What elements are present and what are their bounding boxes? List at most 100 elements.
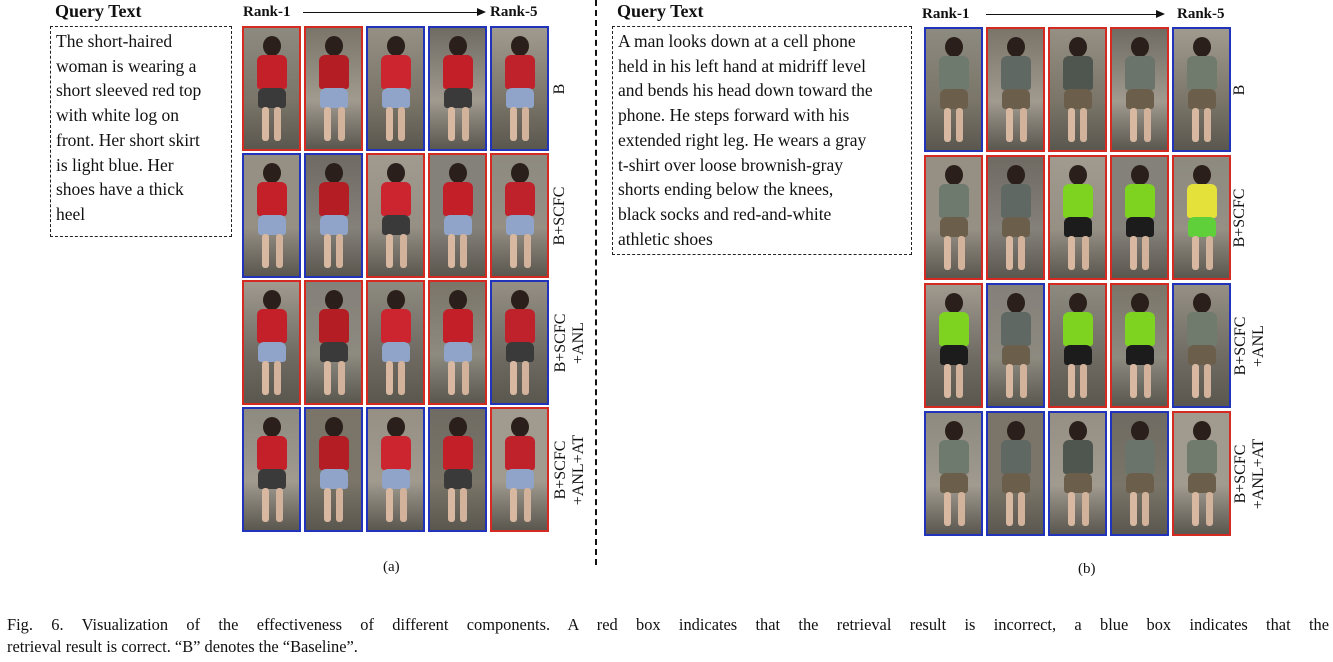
person-torso: [1187, 56, 1217, 90]
result-image-correct: [366, 407, 425, 532]
row-label: B+SCFC: [1231, 173, 1249, 263]
row-label-line: B: [551, 83, 568, 94]
query-line: front. Her short skirt: [56, 129, 200, 150]
row-label-line: B+SCFC: [552, 313, 569, 372]
subfigure-label-a: (a): [383, 559, 400, 575]
row-label: B+SCFC: [551, 171, 569, 261]
person-head: [387, 36, 405, 56]
person-leg: [336, 488, 343, 522]
person-leg: [1144, 364, 1151, 398]
person-torso: [257, 309, 287, 343]
person-lower-garment: [320, 88, 348, 108]
row-label-line: +ANL: [570, 321, 587, 364]
person-head: [449, 417, 467, 437]
row-label: B+SCFC +ANL: [1232, 301, 1268, 391]
person-head: [449, 290, 467, 310]
person-lower-garment: [258, 469, 286, 489]
person-lower-garment: [320, 215, 348, 235]
person-head: [945, 293, 963, 313]
person-lower-garment: [444, 215, 472, 235]
person-leg: [944, 364, 951, 398]
person-leg: [1192, 492, 1199, 526]
person-lower-garment: [258, 342, 286, 362]
person-lower-garment: [382, 469, 410, 489]
person-lower-garment: [506, 215, 534, 235]
result-image-correct: [242, 153, 301, 278]
person-head: [1069, 37, 1087, 57]
person-torso: [443, 309, 473, 343]
person-torso: [443, 436, 473, 470]
person-leg: [524, 488, 531, 522]
person-lower-garment: [444, 469, 472, 489]
person-head: [511, 36, 529, 56]
person-torso: [505, 436, 535, 470]
result-image-correct: [490, 280, 549, 405]
person-lower-garment: [444, 88, 472, 108]
person-leg: [1018, 236, 1025, 270]
person-leg: [460, 234, 467, 268]
person-torso: [381, 55, 411, 89]
result-image-wrong: [428, 153, 487, 278]
person-lower-garment: [1188, 89, 1216, 109]
person-head: [1193, 421, 1211, 441]
person-head: [1131, 37, 1149, 57]
person-leg: [1206, 236, 1213, 270]
person-leg: [324, 361, 331, 395]
person-torso: [381, 182, 411, 216]
rank-arrow-head-icon: [1156, 10, 1165, 18]
person-leg: [1068, 492, 1075, 526]
person-leg: [1082, 492, 1089, 526]
result-image-wrong: [924, 283, 983, 408]
person-leg: [262, 361, 269, 395]
result-image-correct: [1048, 411, 1107, 536]
person-leg: [958, 236, 965, 270]
person-torso: [939, 56, 969, 90]
person-leg: [448, 107, 455, 141]
query-line: and bends his head down toward the: [618, 80, 873, 101]
person-leg: [448, 361, 455, 395]
person-lower-garment: [320, 469, 348, 489]
person-head: [1193, 165, 1211, 185]
query-title-b: Query Text: [617, 1, 704, 21]
person-leg: [338, 361, 345, 395]
person-head: [325, 36, 343, 56]
result-image-correct: [1110, 411, 1169, 536]
result-image-wrong: [924, 155, 983, 280]
person-head: [387, 290, 405, 310]
row-label-line: B: [1231, 84, 1248, 95]
person-leg: [448, 234, 455, 268]
result-image-wrong: [1048, 155, 1107, 280]
person-leg: [386, 107, 393, 141]
figure-caption: Fig. 6. Visualization of the effectivene…: [7, 614, 1329, 658]
person-torso: [505, 309, 535, 343]
person-lower-garment: [1002, 89, 1030, 109]
person-torso: [1125, 56, 1155, 90]
person-torso: [443, 55, 473, 89]
query-line: with white log on: [56, 105, 179, 126]
person-leg: [956, 108, 963, 142]
person-torso: [443, 182, 473, 216]
person-leg: [956, 364, 963, 398]
person-leg: [1020, 364, 1027, 398]
person-head: [387, 417, 405, 437]
person-lower-garment: [1188, 217, 1216, 237]
query-title-a: Query Text: [55, 1, 142, 21]
person-torso: [1063, 56, 1093, 90]
person-torso: [257, 55, 287, 89]
query-line: athletic shoes: [618, 228, 713, 249]
query-line: shorts ending below the knees,: [618, 179, 834, 200]
person-lower-garment: [1002, 345, 1030, 365]
person-lower-garment: [1126, 345, 1154, 365]
result-image-correct: [428, 407, 487, 532]
person-head: [945, 421, 963, 441]
person-leg: [400, 488, 407, 522]
person-torso: [319, 182, 349, 216]
person-leg: [324, 488, 331, 522]
person-lower-garment: [1064, 473, 1092, 493]
person-head: [1007, 421, 1025, 441]
person-leg: [462, 361, 469, 395]
person-lower-garment: [1126, 217, 1154, 237]
result-image-correct: [924, 411, 983, 536]
result-image-wrong: [1048, 27, 1107, 152]
row-label-line: B+SCFC: [1231, 188, 1248, 247]
